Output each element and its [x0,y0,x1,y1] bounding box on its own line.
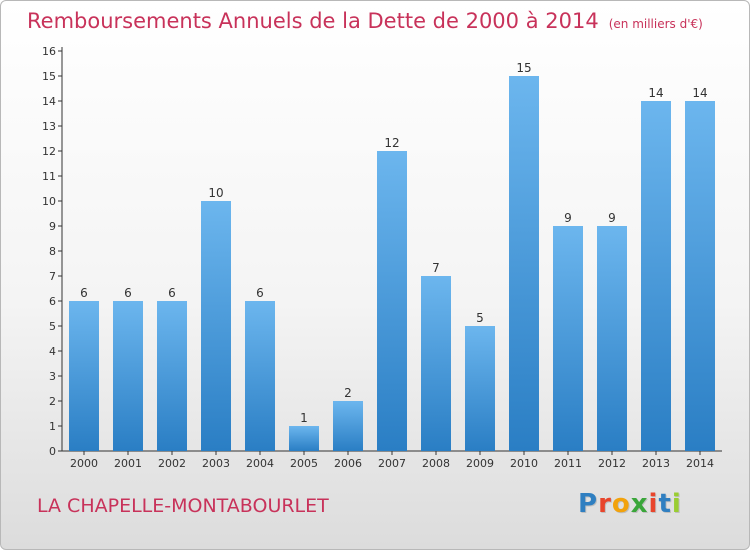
x-tick-label: 2006 [334,457,362,470]
x-tick-label: 2011 [554,457,582,470]
bar-2009 [465,326,495,451]
y-tick-label: 11 [42,170,56,183]
x-tick-label: 2013 [642,457,670,470]
data-label: 9 [608,211,616,225]
logo-letter: P [578,489,599,519]
x-tick-label: 2010 [510,457,538,470]
data-label: 9 [564,211,572,225]
chart-title-unit: (en milliers d'€) [608,17,703,31]
y-tick-label: 5 [49,320,56,333]
y-tick-label: 13 [42,120,56,133]
location-name: LA CHAPELLE-MONTABOURLET [37,495,329,517]
data-label: 12 [384,136,399,150]
chart-title-main: Remboursements Annuels de la Dette de 20… [27,9,599,33]
data-label: 14 [648,86,663,100]
bar-2013 [641,101,671,451]
bar-2004 [245,301,275,451]
data-label: 15 [516,61,531,75]
bar-2010 [509,76,539,451]
y-tick-label: 16 [42,45,56,58]
data-label: 14 [692,86,707,100]
x-tick-label: 2007 [378,457,406,470]
data-label: 5 [476,311,484,325]
x-tick-label: 2014 [686,457,714,470]
y-tick-label: 14 [42,95,56,108]
bar-2005 [289,426,319,451]
y-tick-label: 3 [49,370,56,383]
data-label: 6 [256,286,264,300]
y-tick-label: 7 [49,270,56,283]
logo-letter: i [671,489,682,519]
data-label: 2 [344,386,352,400]
y-tick-label: 10 [42,195,56,208]
x-tick-label: 2012 [598,457,626,470]
x-tick-label: 2005 [290,457,318,470]
y-tick-label: 4 [49,345,56,358]
data-label: 6 [80,286,88,300]
data-label: 10 [208,186,223,200]
bar-2012 [597,226,627,451]
data-label: 1 [300,411,308,425]
data-label: 7 [432,261,440,275]
x-tick-label: 2008 [422,457,450,470]
bar-2003 [201,201,231,451]
bar-2002 [157,301,187,451]
bar-2000 [69,301,99,451]
x-tick-label: 2002 [158,457,186,470]
x-tick-label: 2004 [246,457,274,470]
bar-2006 [333,401,363,451]
x-tick-label: 2009 [466,457,494,470]
logo-letter: i [648,489,659,519]
data-label: 6 [168,286,176,300]
chart-title: Remboursements Annuels de la Dette de 20… [27,9,703,33]
proxiti-logo: Proxiti [578,489,682,519]
y-tick-label: 8 [49,245,56,258]
bar-2001 [113,301,143,451]
y-tick-label: 2 [49,395,56,408]
x-tick-label: 2000 [70,457,98,470]
bar-2014 [685,101,715,451]
y-tick-label: 9 [49,220,56,233]
y-tick-label: 6 [49,295,56,308]
y-tick-label: 1 [49,420,56,433]
bar-2007 [377,151,407,451]
bar-2011 [553,226,583,451]
logo-letter: r [598,489,612,519]
data-label: 6 [124,286,132,300]
logo-letter: x [630,489,649,519]
logo-letter: t [658,489,672,519]
bar-2008 [421,276,451,451]
y-tick-label: 12 [42,145,56,158]
x-tick-label: 2003 [202,457,230,470]
y-tick-label: 0 [49,445,56,458]
x-tick-label: 2001 [114,457,142,470]
logo-letter: o [611,489,631,519]
y-tick-label: 15 [42,70,56,83]
